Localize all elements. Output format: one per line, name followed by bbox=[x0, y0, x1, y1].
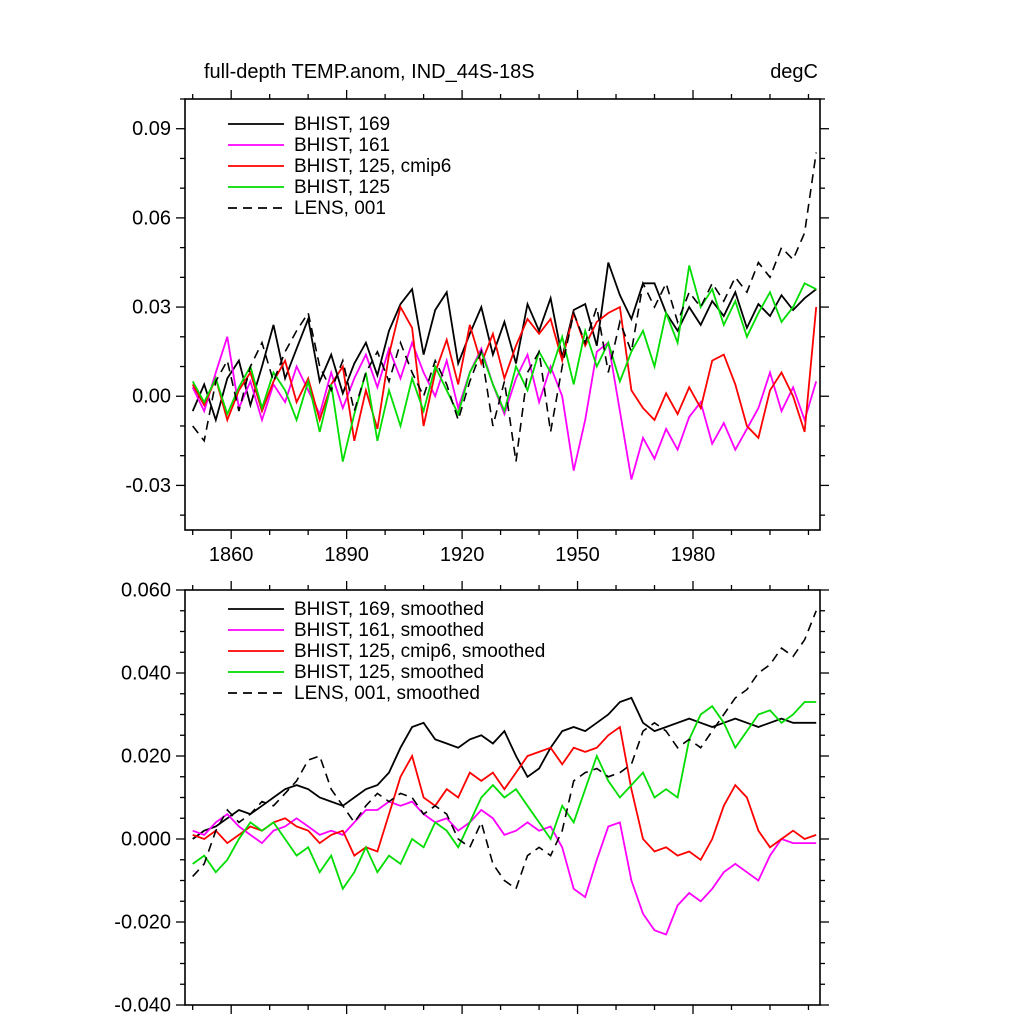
series-line-4 bbox=[192, 610, 817, 891]
y-tick-label: 0.00 bbox=[132, 386, 171, 408]
y-tick-label: 0.09 bbox=[132, 118, 171, 140]
legend-label: BHIST, 161, smoothed bbox=[294, 620, 484, 641]
y-tick-label: -0.040 bbox=[114, 995, 171, 1017]
series-line-1 bbox=[192, 800, 817, 936]
y-tick-label: 0.03 bbox=[132, 297, 171, 319]
legend-label: BHIST, 161 bbox=[294, 135, 390, 156]
x-tick-label: 1980 bbox=[671, 544, 716, 566]
x-tick-label: 1890 bbox=[324, 544, 369, 566]
x-tick-label: 1860 bbox=[209, 544, 254, 566]
series-line-4 bbox=[192, 152, 817, 462]
y-tick-label: 0.040 bbox=[121, 663, 171, 685]
units-label: degC bbox=[770, 61, 818, 83]
legend-label: LENS, 001, smoothed bbox=[294, 683, 480, 704]
x-tick-label: 1950 bbox=[555, 544, 600, 566]
chart-title: full-depth TEMP.anom, IND_44S-18S bbox=[204, 61, 535, 83]
y-tick-label: 0.060 bbox=[121, 580, 171, 602]
series-line-2 bbox=[191, 304, 818, 442]
series-line-0 bbox=[191, 262, 817, 424]
y-tick-label: 0.000 bbox=[121, 829, 171, 851]
x-tick-label: 1920 bbox=[440, 544, 485, 566]
plot-box bbox=[184, 98, 821, 531]
chart-raw: 1860 1890 1920 1950 1980 -0.03 0.00 0.03 0.06 0.0… bbox=[125, 90, 829, 566]
legend-label: BHIST, 169, smoothed bbox=[294, 599, 484, 620]
legend-label: BHIST, 125 bbox=[294, 177, 390, 198]
legend-label: BHIST, 125, smoothed bbox=[294, 662, 484, 683]
series-line-3 bbox=[191, 265, 817, 462]
series-line-2 bbox=[192, 725, 817, 862]
y-tick-label: 0.020 bbox=[121, 746, 171, 768]
legend-label: LENS, 001 bbox=[294, 198, 386, 219]
y-tick-label: -0.020 bbox=[114, 912, 171, 934]
chart-smoothed: -0.040 -0.020 0.000 0.020 0.040 0.060 BHIST, 1… bbox=[114, 580, 829, 1017]
series-line-1 bbox=[191, 336, 818, 480]
y-tick-label: -0.03 bbox=[125, 475, 171, 497]
legend-label: BHIST, 125, cmip6, smoothed bbox=[294, 641, 545, 662]
legend-label: BHIST, 169 bbox=[294, 114, 390, 135]
legend-label: BHIST, 125, cmip6 bbox=[294, 156, 451, 177]
y-tick-label: 0.06 bbox=[132, 207, 171, 229]
series-line-0 bbox=[192, 696, 817, 840]
series-line-3 bbox=[192, 701, 817, 891]
